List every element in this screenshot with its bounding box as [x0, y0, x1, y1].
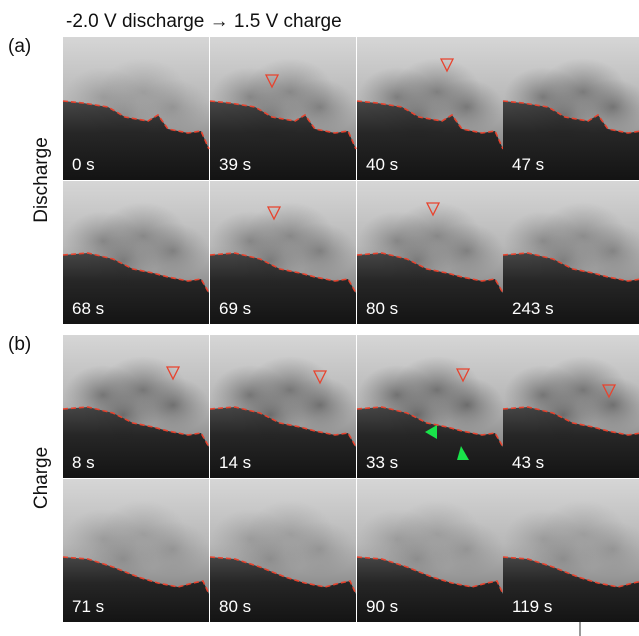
time-label: 47 s [512, 155, 544, 174]
interface-line [209, 100, 357, 150]
electrode [210, 253, 356, 324]
frame: 39 s [209, 37, 357, 180]
time-label: 40 s [366, 155, 398, 174]
time-label: 68 s [72, 299, 104, 318]
time-label: 80 s [219, 597, 251, 616]
marker-triangle [266, 206, 282, 221]
electrode [357, 253, 503, 324]
time-label: 14 s [219, 453, 251, 472]
section-label: (a) [8, 36, 31, 57]
electrode [210, 407, 356, 478]
green-arrow [457, 446, 469, 460]
interface-line [356, 252, 504, 294]
frame: 0 s [62, 37, 210, 180]
marker-triangle [439, 58, 455, 73]
frame: 80 s [356, 181, 504, 324]
marker-triangle [425, 202, 441, 217]
electrode [357, 407, 503, 478]
electrode [210, 557, 356, 622]
electrode [63, 101, 209, 180]
section-label: (b) [8, 334, 31, 355]
marker-triangle [601, 384, 617, 399]
electrode [210, 101, 356, 180]
frame: 43 s [502, 335, 639, 478]
interface-line [502, 252, 639, 282]
interface-line [62, 252, 210, 294]
electrode [63, 557, 209, 622]
frame: 14 s [209, 335, 357, 478]
interface-line [209, 556, 357, 595]
marker-triangle [165, 366, 181, 381]
time-label: 43 s [512, 453, 544, 472]
time-label: 71 s [72, 597, 104, 616]
interface-line [62, 556, 210, 595]
electrode [503, 557, 639, 622]
frame: 69 s [209, 181, 357, 324]
interface-line [62, 406, 210, 448]
electrode [503, 407, 639, 478]
section-name: Discharge [31, 137, 52, 223]
frame: 40 s [356, 37, 504, 180]
interface-line [209, 406, 357, 448]
interface-line [209, 252, 357, 294]
interface-line [356, 406, 504, 448]
time-label: 33 s [366, 453, 398, 472]
marker-triangle [455, 368, 471, 383]
interface-line [356, 100, 504, 150]
electrode [503, 253, 639, 324]
frame: 119 s [502, 479, 639, 622]
figure-title: -2.0 V discharge → 1.5 V charge [66, 11, 342, 32]
time-label: 80 s [366, 299, 398, 318]
interface-line [502, 100, 639, 134]
frame: 8 s [62, 335, 210, 478]
frame: 68 s [62, 181, 210, 324]
interface-line [62, 100, 210, 150]
green-arrow [425, 425, 437, 439]
time-label: 8 s [72, 453, 95, 472]
interface-line [356, 556, 504, 595]
time-label: 69 s [219, 299, 251, 318]
electrode [357, 101, 503, 180]
interface-line [502, 556, 639, 588]
time-label: 243 s [512, 299, 554, 318]
frame: 71 s [62, 479, 210, 622]
electrode [503, 101, 639, 180]
electrode [357, 557, 503, 622]
electrode [63, 253, 209, 324]
frame: 80 s [209, 479, 357, 622]
marker-triangle [312, 370, 328, 385]
section-name: Charge [31, 447, 52, 509]
frame: 90 s [356, 479, 504, 622]
frame: 47 s [502, 37, 639, 180]
frame: 243 s [502, 181, 639, 324]
time-label: 39 s [219, 155, 251, 174]
interface-line [502, 406, 639, 436]
electrode [63, 407, 209, 478]
time-label: 90 s [366, 597, 398, 616]
time-label: 0 s [72, 155, 95, 174]
frame: 33 s [356, 335, 504, 478]
marker-triangle [264, 74, 280, 89]
time-label: 119 s [512, 597, 552, 616]
